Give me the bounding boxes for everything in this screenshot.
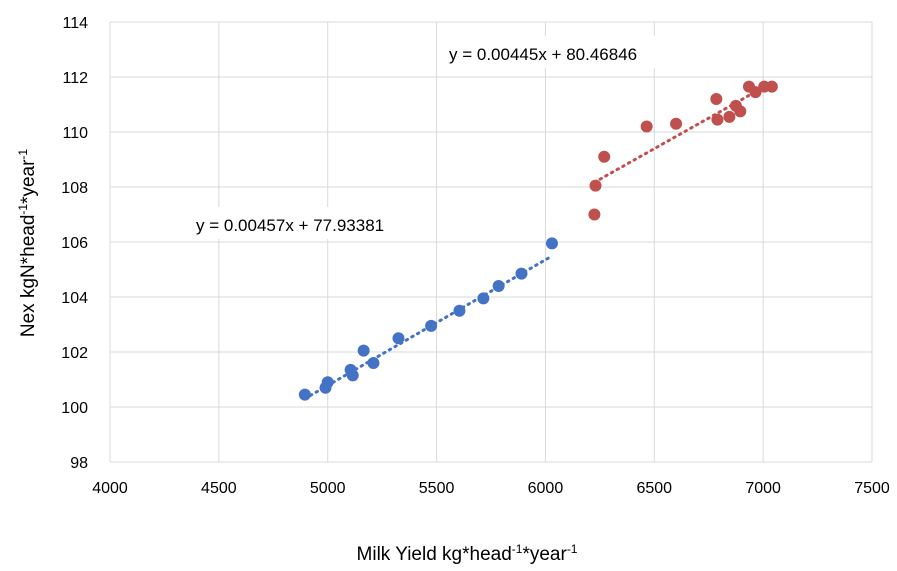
trendline-equation-series-1: y = 0.00457x + 77.93381 [196,216,384,235]
y-tick-label: 98 [70,455,88,472]
data-point-series-2 [598,150,611,163]
data-point-series-2 [734,105,747,118]
data-point-series-1 [298,388,311,401]
data-point-series-1 [492,280,505,292]
data-point-series-2 [588,208,601,221]
data-point-series-2 [711,113,724,126]
x-tick-label: 7000 [745,480,781,497]
x-tick-label: 6000 [528,480,564,497]
trendline-equation-series-2: y = 0.00445x + 80.46846 [449,45,637,64]
y-axis-title: Nex kgN*head-1*year-1 [16,149,39,338]
x-tick-label: 5000 [310,480,346,497]
x-tick-label: 4500 [201,480,237,497]
x-axis-title: Milk Yield kg*head-1*year-1 [357,542,578,565]
trendlines [303,81,774,401]
data-point-series-2 [765,80,778,93]
data-point-series-1 [367,357,380,369]
data-point-series-2 [589,179,602,192]
data-point-series-1 [453,304,466,317]
y-tick-label: 104 [61,290,88,307]
y-tick-label: 112 [62,70,88,87]
data-point-series-2 [710,93,723,105]
data-points [298,80,778,401]
data-point-series-1 [346,369,359,382]
x-tick-label: 6500 [636,480,672,497]
data-point-series-1 [545,237,558,250]
data-point-series-2 [749,86,762,99]
trendline-series-2 [592,81,774,184]
data-point-series-2 [670,117,683,130]
x-tick-label: 5500 [419,480,455,497]
data-point-series-1 [321,376,334,389]
y-tick-label: 108 [61,180,88,197]
y-tick-label: 106 [61,235,88,252]
data-point-series-1 [477,292,490,305]
data-point-series-1 [425,319,438,332]
horizontal-gridlines [110,21,872,463]
y-axis-tick-labels: 98 100 102 104 106 108 110 112 114 [61,15,88,472]
trendline-equations: y = 0.00457x + 77.93381 y = 0.00445x + 80… [190,36,682,239]
data-point-series-1 [392,332,405,345]
x-tick-label: 7500 [854,480,890,497]
y-tick-label: 110 [62,125,88,142]
equation-background [190,207,425,239]
x-tick-label: 4000 [92,480,128,497]
data-point-series-1 [357,344,370,357]
y-tick-label: 100 [61,400,88,417]
y-tick-label: 102 [61,345,88,362]
data-point-series-2 [640,120,653,133]
x-axis-tick-labels: 4000 4500 5000 5500 6000 6500 7000 7500 [92,480,890,497]
data-point-series-2 [723,110,736,123]
data-point-series-1 [515,267,528,280]
equation-background [442,36,682,68]
y-tick-label: 114 [62,15,88,32]
